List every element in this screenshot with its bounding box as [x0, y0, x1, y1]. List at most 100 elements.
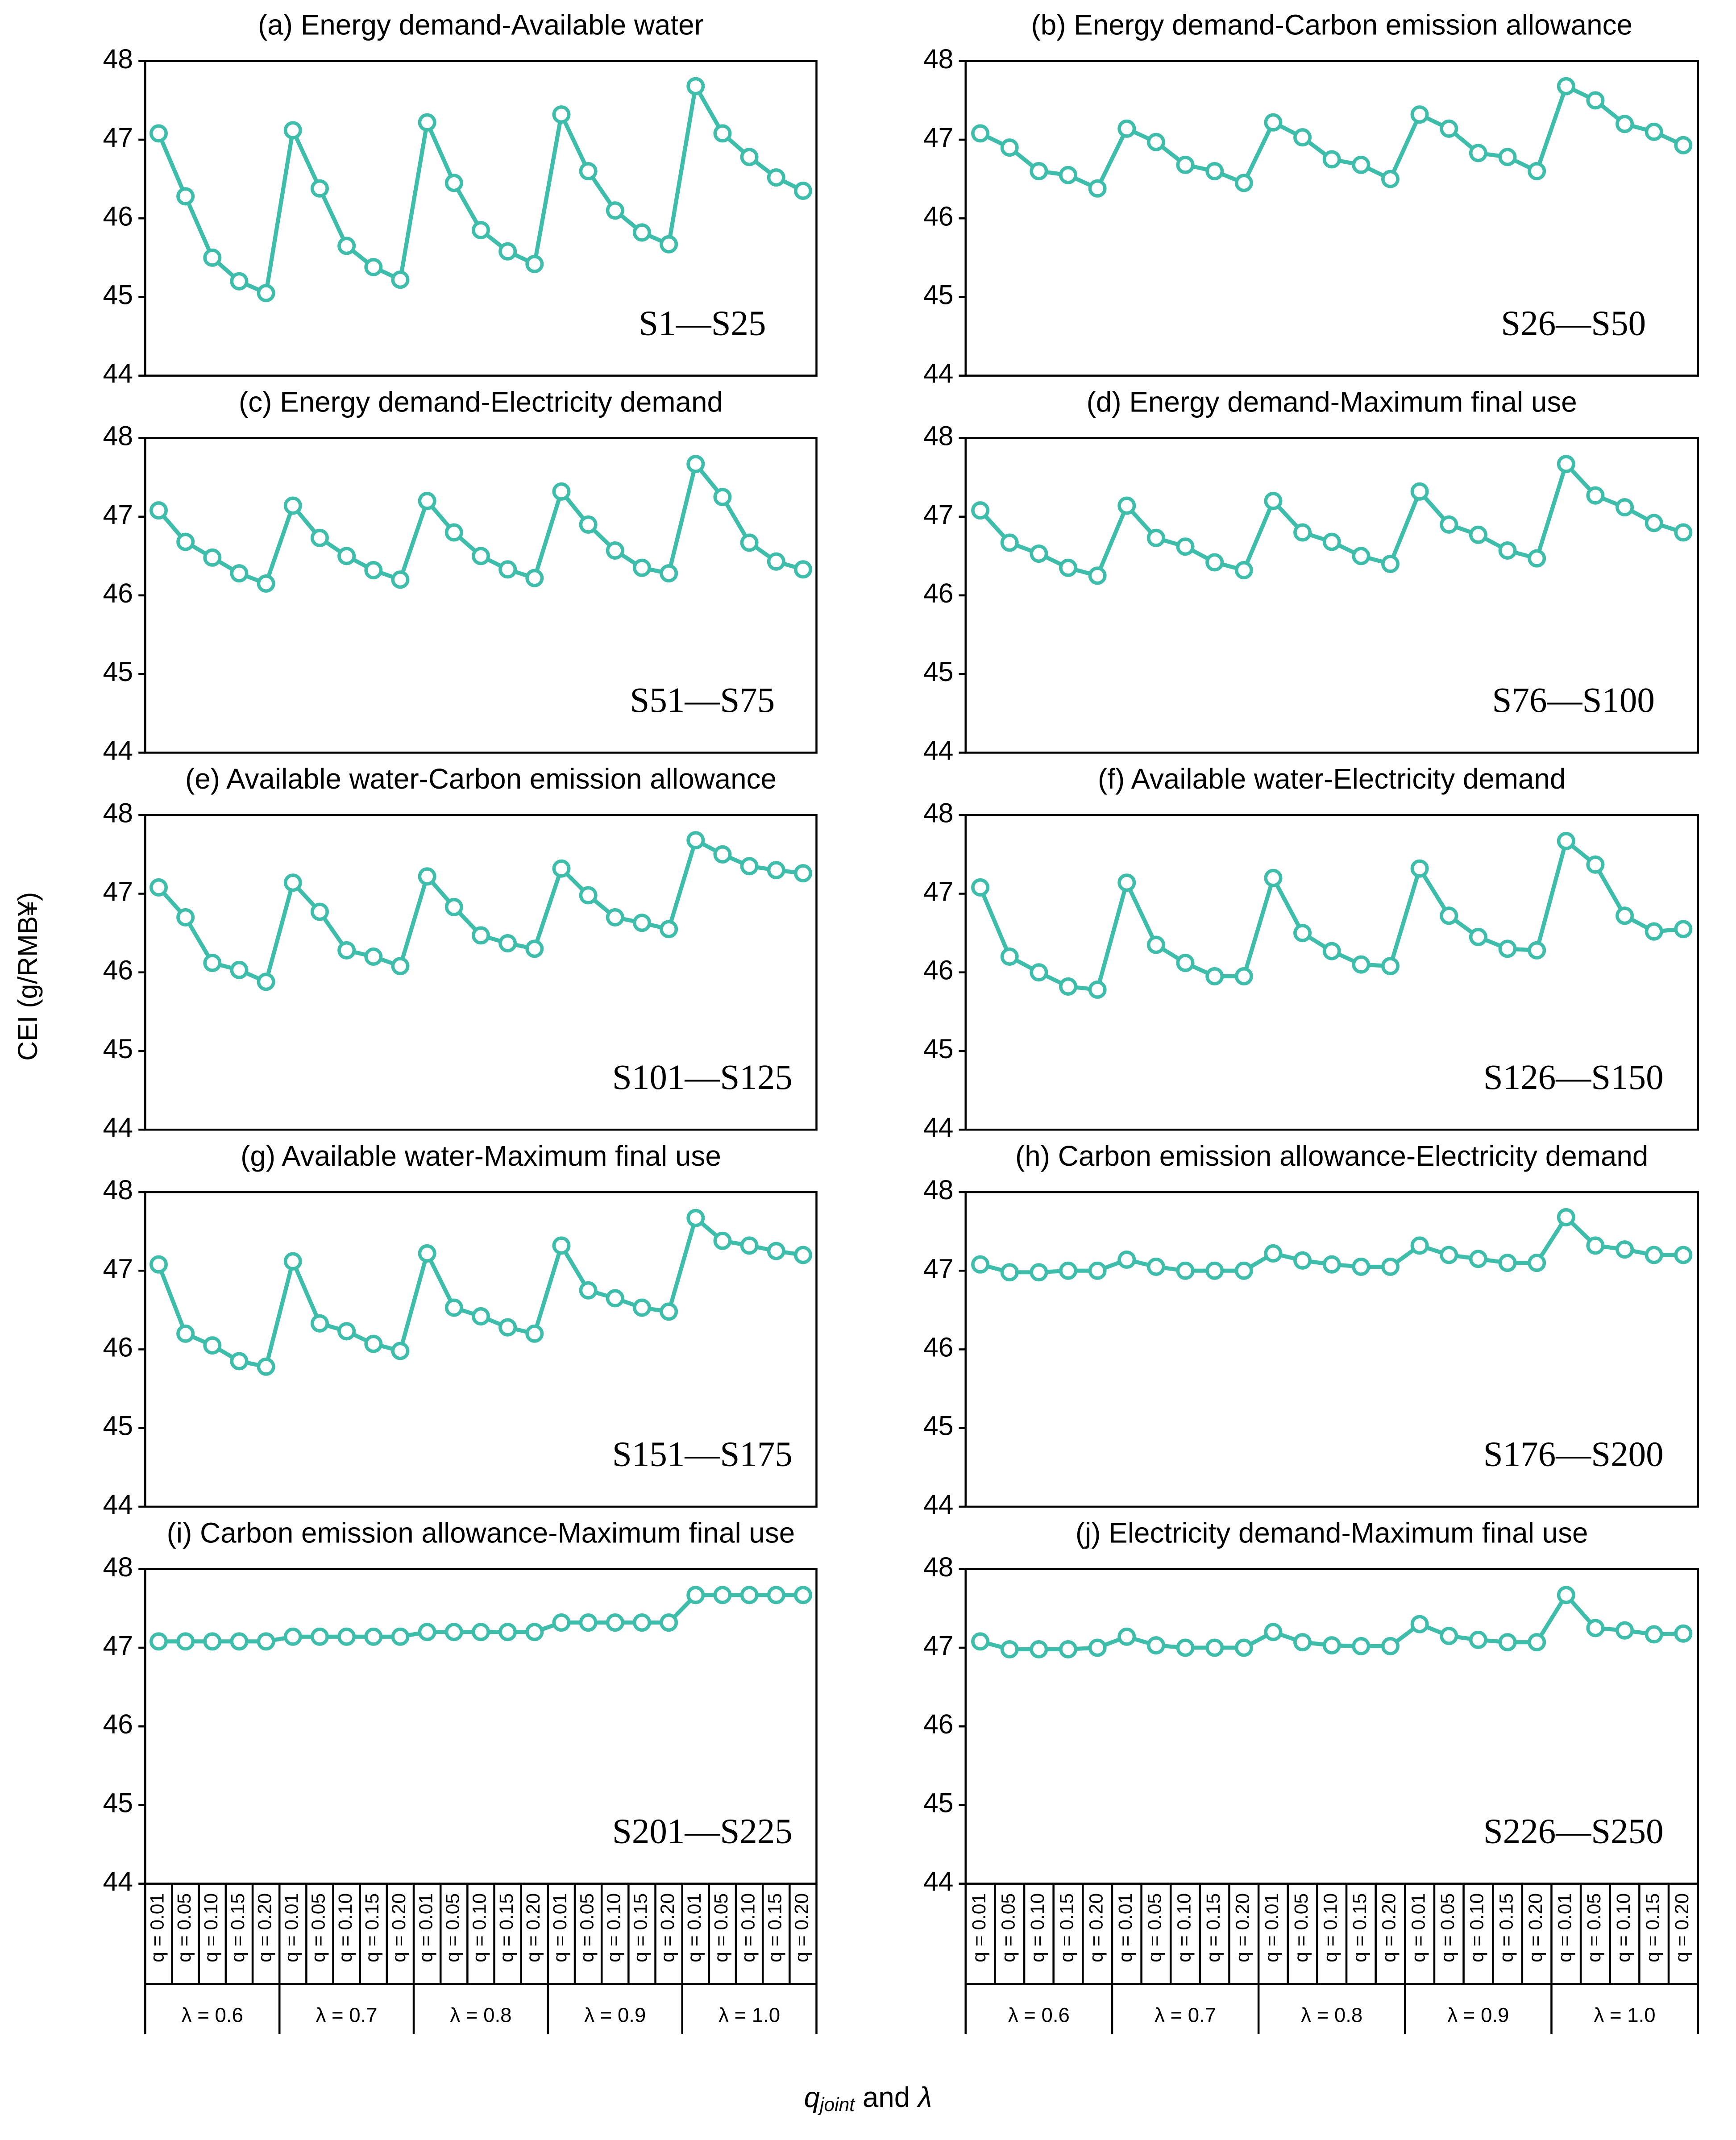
x-label-lambda: λ: [917, 2081, 932, 2113]
x-tick-label: q = 0.05: [1291, 1893, 1312, 1962]
data-point: [364, 1627, 383, 1646]
data-point: [606, 201, 624, 220]
data-point: [471, 1623, 490, 1641]
data-point: [1381, 1637, 1400, 1655]
data-point: [579, 886, 598, 905]
data-point: [1205, 162, 1224, 180]
y-tick-label: 45: [103, 1034, 133, 1064]
group-label: λ = 0.6: [182, 2004, 243, 2027]
y-tick-label: 46: [103, 955, 133, 985]
group-label: λ = 0.8: [1301, 2004, 1362, 2027]
data-point: [1176, 537, 1195, 556]
data-point: [1557, 77, 1575, 96]
y-tick-label: 46: [103, 201, 133, 231]
data-point: [1440, 1246, 1458, 1264]
data-point: [1264, 1623, 1283, 1641]
data-point: [498, 560, 517, 579]
x-tick-label: q = 0.15: [361, 1893, 383, 1962]
data-point: [1205, 553, 1224, 572]
y-tick-label: 44: [103, 1866, 133, 1897]
data-point: [632, 1298, 651, 1317]
data-point: [1410, 1615, 1429, 1633]
y-tick-label: 47: [923, 877, 954, 907]
data-point: [257, 284, 275, 303]
x-tick-label: q = 0.05: [1583, 1893, 1605, 1962]
data-point: [1264, 113, 1283, 132]
data-point: [740, 1586, 759, 1604]
y-tick-label: 46: [923, 955, 954, 985]
data-point: [552, 482, 571, 501]
panel-title: (i) Carbon emission allowance-Maximum fi…: [167, 1517, 795, 1549]
y-tick-label: 48: [923, 44, 954, 74]
data-point: [1176, 155, 1195, 174]
y-tick-label: 47: [103, 1630, 133, 1661]
data-point: [498, 242, 517, 261]
data-point: [444, 523, 463, 542]
data-point: [283, 1627, 302, 1646]
data-point: [686, 455, 705, 474]
data-point: [1059, 1640, 1078, 1659]
data-point: [1146, 528, 1165, 547]
panel-title: (j) Electricity demand-Maximum final use: [1076, 1517, 1588, 1549]
data-point: [310, 1627, 329, 1646]
data-point: [418, 113, 436, 132]
x-tick-label: q = 0.01: [281, 1893, 303, 1962]
y-tick-label: 47: [103, 1253, 133, 1284]
data-point: [713, 124, 732, 143]
data-point: [364, 1334, 383, 1353]
data-point: [283, 121, 302, 140]
x-tick-label: q = 0.20: [1525, 1893, 1546, 1962]
data-point: [740, 533, 759, 552]
data-point: [1146, 935, 1165, 954]
data-point: [1322, 1255, 1341, 1274]
data-point: [1645, 922, 1663, 941]
x-tick-label: q = 0.15: [630, 1893, 652, 1962]
data-point: [1088, 980, 1107, 999]
data-point: [793, 560, 812, 579]
data-point: [1557, 831, 1575, 850]
data-point: [176, 908, 195, 927]
data-point: [1117, 496, 1136, 515]
data-point: [471, 1307, 490, 1326]
data-point: [552, 1236, 571, 1255]
data-point: [793, 864, 812, 883]
series-line: [978, 837, 1684, 992]
x-tick-label: q = 0.01: [1261, 1893, 1283, 1962]
y-tick-label: 48: [103, 1552, 133, 1582]
data-point: [1030, 1640, 1048, 1659]
y-tick-label: 45: [923, 1411, 954, 1441]
x-tick-label: q = 0.10: [335, 1893, 356, 1962]
data-point: [1059, 558, 1078, 577]
data-point: [971, 1632, 990, 1651]
data-point: [1498, 1254, 1517, 1272]
y-tick-label: 45: [923, 1034, 954, 1064]
x-tick-label: q = 0.15: [227, 1893, 249, 1962]
data-point: [283, 1252, 302, 1271]
y-tick-label: 44: [103, 358, 133, 389]
data-point: [793, 182, 812, 200]
data-point: [793, 1246, 812, 1264]
data-point: [525, 569, 544, 587]
y-tick-label: 48: [103, 44, 133, 74]
data-point: [1645, 1246, 1663, 1264]
y-tick-label: 45: [923, 280, 954, 310]
data-point: [1674, 523, 1693, 542]
data-point: [230, 564, 249, 583]
data-point: [660, 920, 678, 939]
data-point: [1146, 1636, 1165, 1655]
data-point: [203, 1632, 222, 1651]
data-point: [579, 162, 598, 180]
data-point: [1381, 554, 1400, 573]
data-point: [632, 1613, 651, 1632]
y-tick-label: 46: [103, 1332, 133, 1363]
data-point: [1176, 1261, 1195, 1280]
data-point: [1469, 1250, 1487, 1268]
data-point: [632, 914, 651, 932]
scenario-range: S151—S175: [612, 1435, 793, 1474]
data-point: [1000, 533, 1019, 552]
data-point: [391, 1627, 410, 1646]
data-point: [176, 187, 195, 206]
data-point: [1528, 1254, 1546, 1272]
data-point: [364, 561, 383, 580]
y-tick-label: 45: [103, 657, 133, 687]
